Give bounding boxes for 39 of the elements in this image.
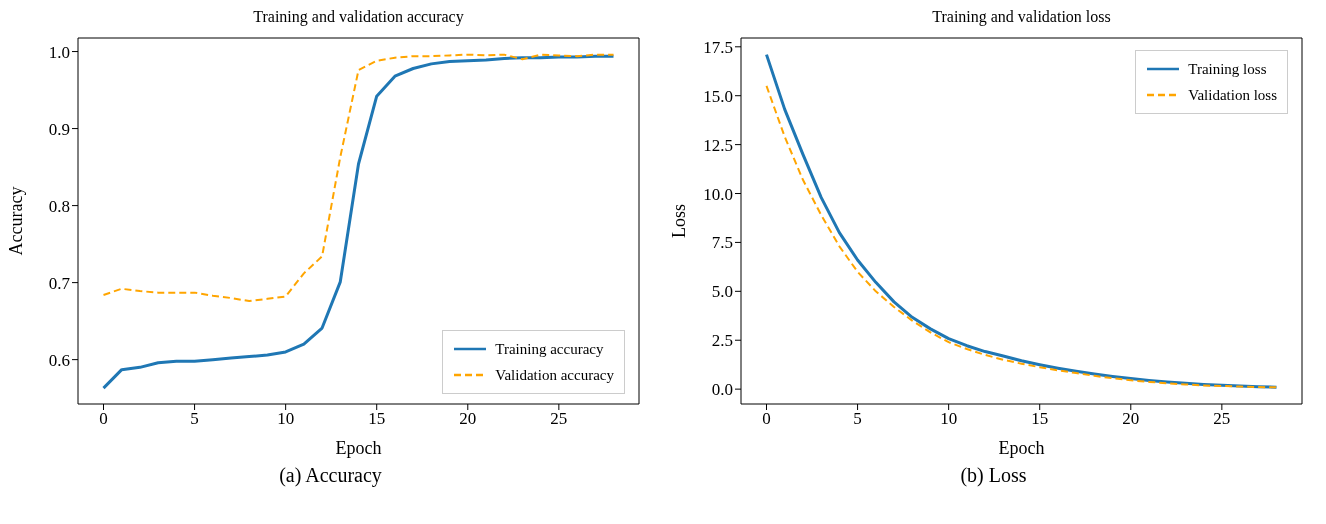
x-tick-label: 25 <box>1213 409 1231 429</box>
y-tick-label: 5.0 <box>711 282 733 302</box>
x-tick-label: 0 <box>762 409 771 429</box>
y-axis-title: Loss <box>669 203 690 239</box>
x-tick-label: 5 <box>190 409 199 429</box>
y-tick-label: 0.7 <box>48 273 71 293</box>
y-tick-label: 0.9 <box>48 119 70 139</box>
x-tick-label: 10 <box>940 409 958 429</box>
x-tick-label: 15 <box>1031 409 1049 429</box>
x-tick-label: 25 <box>550 409 568 429</box>
y-tick-label: 7.5 <box>711 233 733 253</box>
y-tick-label: 17.5 <box>703 37 733 57</box>
y-tick-label: 0.8 <box>48 196 70 216</box>
chart-title: Training and validation loss <box>931 8 1112 28</box>
x-axis-title: Epoch <box>998 438 1045 458</box>
y-tick-label: 1.0 <box>48 42 70 62</box>
x-tick-label: 10 <box>277 409 295 429</box>
y-tick-label: 0.0 <box>711 380 733 400</box>
x-tick-label: 0 <box>99 409 108 429</box>
x-tick-label: 20 <box>459 409 477 429</box>
legend-label: Validation accuracy <box>495 366 614 384</box>
y-tick-label: 12.5 <box>703 135 733 155</box>
legend-label: Training loss <box>1188 60 1267 78</box>
legend-label: Validation loss <box>1188 86 1277 104</box>
text: (a) Accuracy <box>278 464 383 487</box>
y-tick-label: 10.0 <box>703 184 733 204</box>
text: (b) Loss <box>959 464 1028 487</box>
x-tick-label: 5 <box>853 409 862 429</box>
y-tick-label: 0.6 <box>48 350 70 370</box>
chart-title: Training and validation accuracy <box>252 8 465 28</box>
x-tick-label: 15 <box>368 409 386 429</box>
y-tick-label: 2.5 <box>711 331 733 351</box>
legend-label: Training accuracy <box>495 340 604 358</box>
line-series <box>102 54 615 390</box>
y-axis-title: Accuracy <box>6 186 27 256</box>
x-tick-label: 20 <box>1122 409 1140 429</box>
x-axis-title: Epoch <box>335 438 382 458</box>
line-series <box>102 53 615 303</box>
y-tick-label: 15.0 <box>703 86 733 106</box>
